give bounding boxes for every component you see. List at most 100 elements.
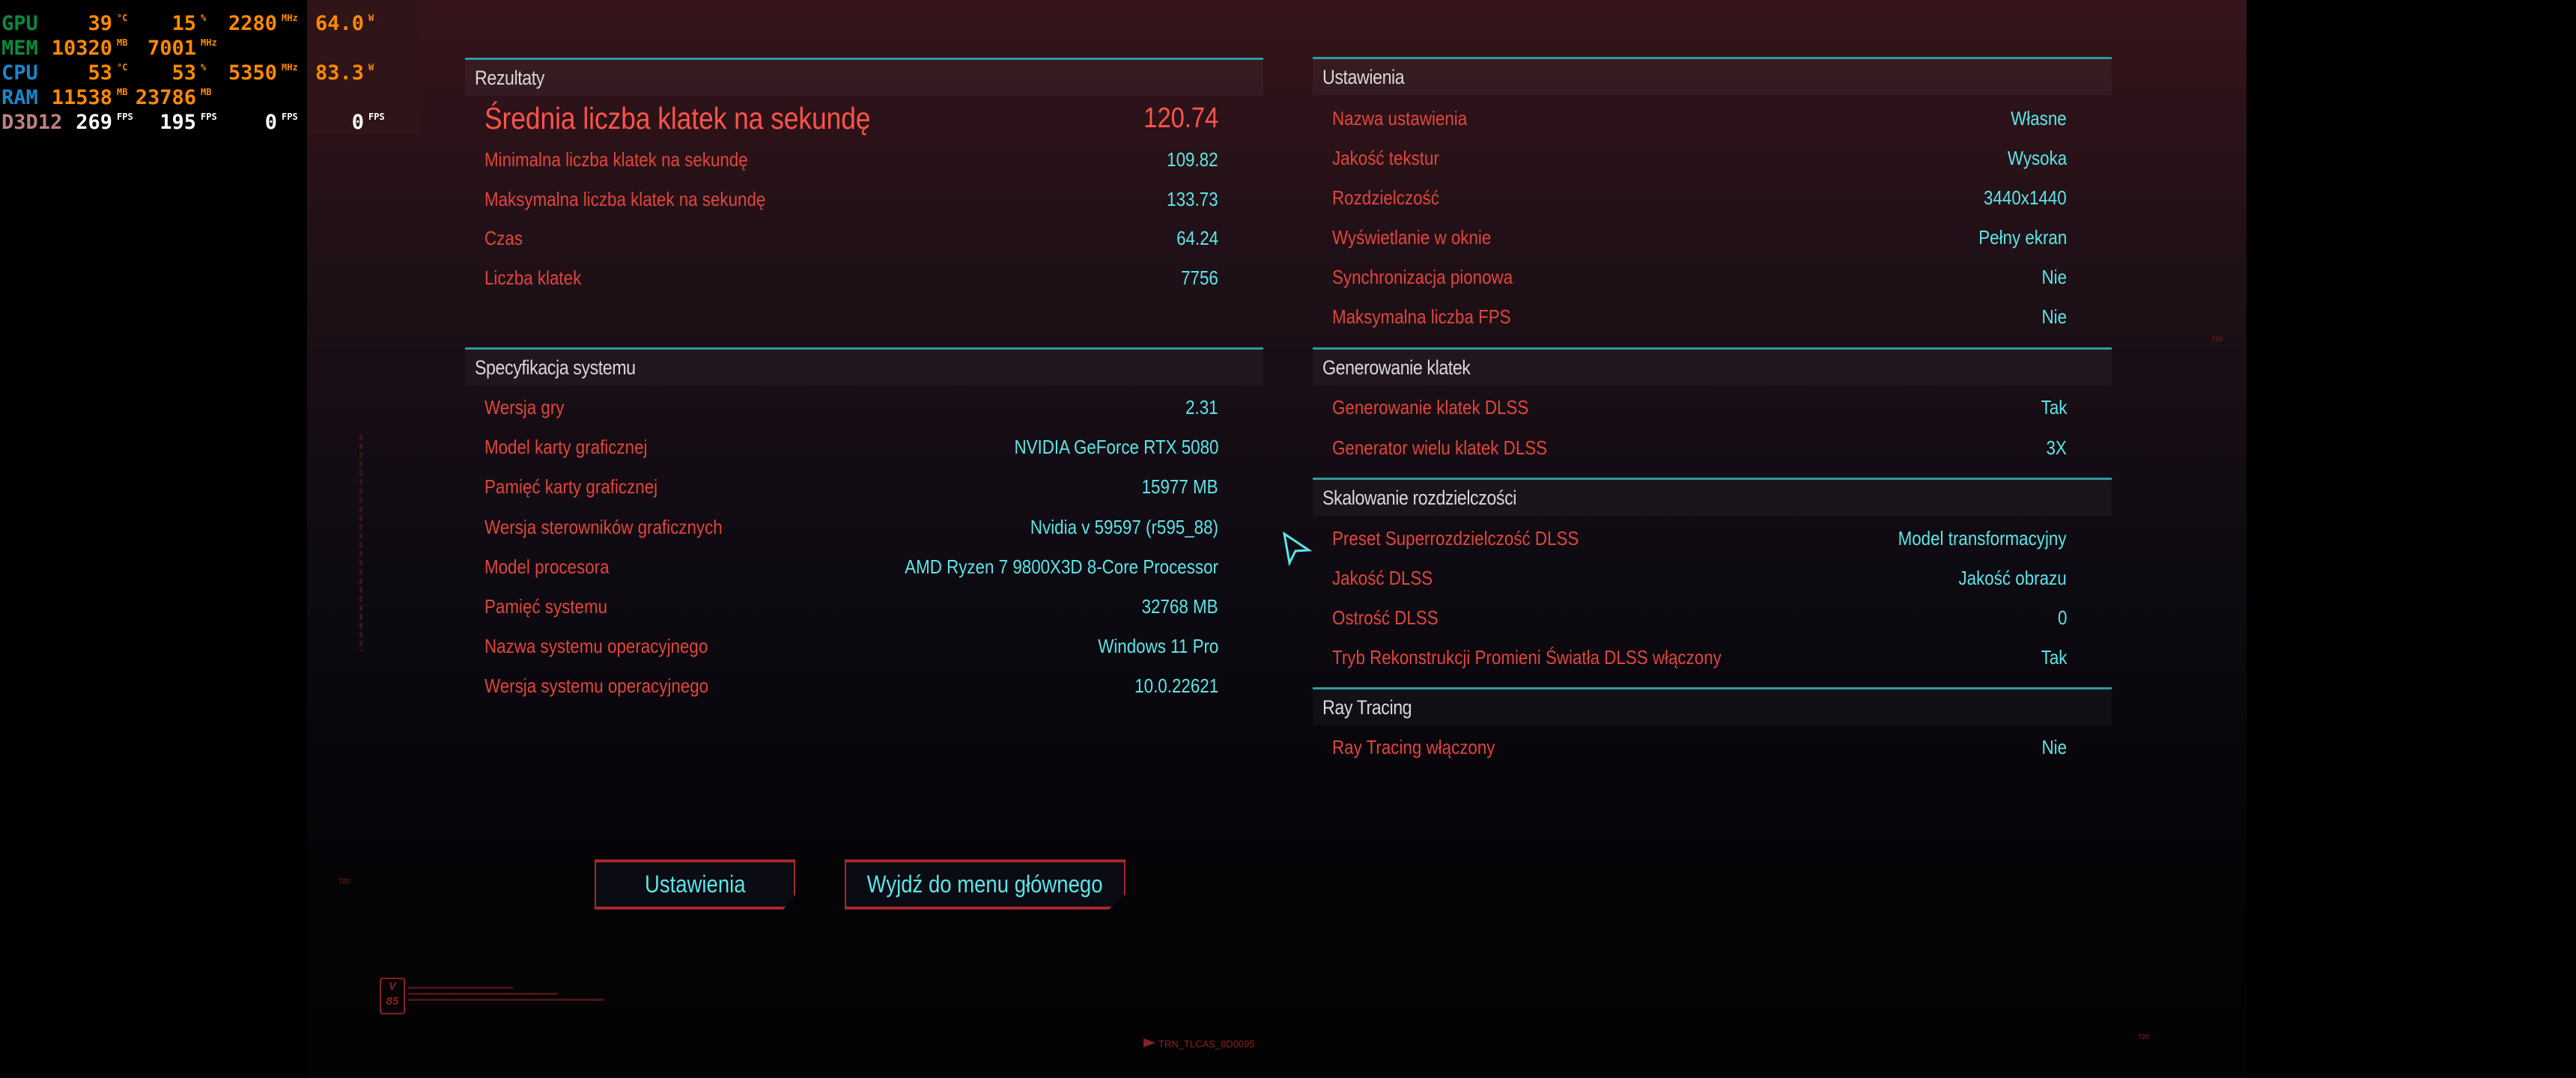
overlay-label: D3D12: [1, 111, 63, 134]
stat-value: Jakość obrazu: [1958, 567, 2067, 589]
stat-row: Model karty graficznej NVIDIA GeForce RT…: [484, 432, 1218, 462]
stat-row: Model procesora AMD Ryzen 7 9800X3D 8-Co…: [484, 552, 1218, 582]
overlay-label: MEM: [1, 37, 38, 60]
stat-label: Wyświetlanie w oknie: [1332, 226, 1492, 249]
overlay-row-mem: MEM 10320 MB 7001 MHz: [0, 36, 419, 61]
stat-label: Generator wielu klatek DLSS: [1332, 436, 1548, 459]
stat-label: Tryb Rekonstrukcji Promieni Światła DLSS…: [1332, 646, 1722, 669]
stat-label: Pamięć karty graficznej: [484, 475, 658, 498]
section-divider: [1313, 687, 2112, 689]
stat-row: Generowanie klatek DLSS Tak: [1332, 392, 2067, 422]
stat-value: 10.0.22621: [1134, 674, 1218, 697]
overlay-value: 10320: [51, 37, 112, 60]
stat-row: Tryb Rekonstrukcji Promieni Światła DLSS…: [1332, 642, 2067, 672]
stat-value: 7756: [1181, 267, 1218, 289]
section-title: Specyfikacja systemu: [475, 356, 636, 379]
stat-value: Wysoka: [2007, 147, 2067, 169]
section-divider: [465, 347, 1263, 350]
overlay-unit: MB: [117, 37, 128, 48]
legal-text-lines: [408, 987, 604, 1001]
overlay-row-ram: RAM 11538 MB 23786 MB: [0, 85, 419, 110]
stat-value: 3440x1440: [1984, 186, 2067, 209]
overlay-value: 53: [171, 61, 196, 85]
overlay-value: 15: [171, 12, 196, 35]
stat-label: Wersja sterowników graficznych: [484, 516, 723, 538]
overlay-value: 0: [351, 111, 364, 134]
stat-value: 15977 MB: [1142, 475, 1218, 498]
stat-row: Generator wielu klatek DLSS 3X: [1332, 433, 2067, 463]
vertical-deco-text: [359, 434, 362, 651]
overlay-label: GPU: [1, 12, 38, 35]
stat-label: Pamięć systemu: [484, 595, 608, 618]
overlay-value: 64.0: [315, 12, 364, 35]
left-panel: Rezultaty Średnia liczba klatek na sekun…: [465, 0, 1263, 749]
stat-label: Preset Superrozdzielczość DLSS: [1332, 527, 1579, 549]
stat-value: Pełny ekran: [1978, 226, 2067, 249]
overlay-unit: FPS: [368, 112, 385, 122]
stat-label: Maksymalna liczba klatek na sekundę: [484, 188, 766, 210]
overlay-unit: FPS: [282, 112, 298, 122]
stat-value: Nie: [2041, 266, 2067, 288]
stat-value: 64.24: [1176, 227, 1218, 249]
section-title: Ray Tracing: [1322, 696, 1412, 719]
stat-row: Maksymalna liczba FPS Nie: [1332, 302, 2067, 332]
marker-left: 720: [338, 877, 350, 885]
stat-row: Wyświetlanie w oknie Pełny ekran: [1332, 222, 2067, 252]
stat-value: Nvidia v 59597 (r595_88): [1030, 516, 1218, 538]
stat-value: 2.31: [1185, 396, 1218, 418]
stat-label: Model procesora: [484, 555, 610, 578]
overlay-unit: W: [368, 62, 374, 73]
stat-value: 32768 MB: [1142, 595, 1218, 618]
overlay-value: 7001: [147, 37, 196, 60]
section-title: Skalowanie rozdzielczości: [1322, 487, 1516, 509]
stat-value: Model transformacyjny: [1898, 527, 2067, 549]
section-title: Generowanie klatek: [1322, 356, 1471, 379]
overlay-row-gpu: GPU 39 °C 15% 2280 MHz 64.0 W: [0, 11, 419, 36]
overlay-unit: MHz: [282, 13, 298, 23]
stat-label: Synchronizacja pionowa: [1332, 266, 1513, 288]
marker-right-top: 720: [2211, 335, 2223, 343]
overlay-unit: MHz: [282, 62, 298, 73]
stat-value: Nie: [2041, 305, 2067, 328]
stat-row: Wersja systemu operacyjnego 10.0.22621: [484, 671, 1218, 701]
overlay-unit: %: [201, 62, 207, 73]
overlay-row-cpu: CPU 53 °C 53% 5350 MHz 83.3 W: [0, 61, 419, 85]
stat-value: Własne: [2011, 107, 2067, 130]
overlay-unit: °C: [117, 62, 128, 73]
performance-overlay: GPU 39 °C 15% 2280 MHz 64.0 W MEM 10320 MB 7001 MHz C…: [0, 0, 419, 135]
stat-row: Pamięć karty graficznej 15977 MB: [484, 472, 1218, 502]
stat-row: Maksymalna liczba klatek na sekundę 133.…: [484, 184, 1218, 214]
overlay-label: RAM: [1, 86, 38, 109]
settings-button-label: Ustawienia: [644, 871, 746, 898]
stat-row: Minimalna liczba klatek na sekundę 109.8…: [484, 144, 1218, 174]
stat-value: Tak: [2041, 396, 2067, 418]
stat-row: Jakość DLSS Jakość obrazu: [1332, 563, 2067, 593]
stat-label: Nazwa ustawienia: [1332, 107, 1468, 130]
overlay-value: 5350: [228, 61, 277, 85]
overlay-value: 0: [264, 111, 277, 134]
exit-to-main-menu-button[interactable]: Wyjdź do menu głównego: [845, 859, 1126, 910]
section-divider: [1313, 478, 2112, 480]
stat-value: Nie: [2041, 736, 2067, 758]
overlay-bg: [307, 0, 419, 135]
stat-label: Ostrość DLSS: [1332, 606, 1439, 629]
overlay-unit: FPS: [201, 112, 217, 122]
stat-row: Pamięć systemu 32768 MB: [484, 591, 1218, 621]
stat-value: 120.74: [1143, 103, 1218, 134]
overlay-value: 269: [76, 111, 112, 134]
section-header: [465, 60, 1263, 96]
section-divider: [1313, 57, 2112, 59]
stat-row: Synchronizacja pionowa Nie: [1332, 262, 2067, 292]
stat-value: 133.73: [1167, 188, 1218, 210]
stat-row: Średnia liczba klatek na sekundę 120.74: [484, 103, 1218, 134]
stat-label: Jakość DLSS: [1332, 567, 1433, 589]
overlay-value: 23786: [135, 86, 196, 109]
settings-button[interactable]: Ustawienia: [595, 859, 795, 910]
exit-button-label: Wyjdź do menu głównego: [867, 871, 1103, 898]
stat-row: Wersja gry 2.31: [484, 392, 1218, 422]
stat-value: 0: [2057, 606, 2067, 629]
overlay-label: CPU: [1, 61, 38, 85]
overlay-unit: °C: [117, 13, 128, 23]
section-header: [1313, 59, 2112, 95]
stat-label: Rozdzielczość: [1332, 186, 1439, 209]
